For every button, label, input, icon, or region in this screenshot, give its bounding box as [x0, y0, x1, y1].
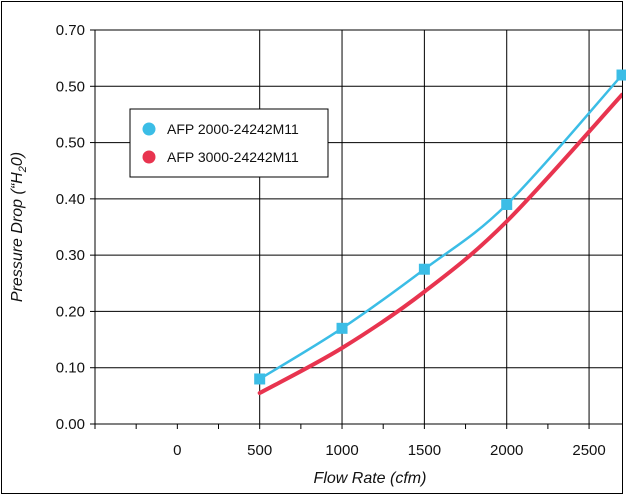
series-line-1	[258, 73, 622, 381]
x-tick-label: 500	[247, 442, 272, 459]
legend-label-series-2: AFP 3000-24242M11	[167, 149, 299, 165]
y-tick-label: 0.30	[56, 247, 85, 264]
axes: 0.00 0.10 0.20 0.30 0.40 0.50 0.50 0.70 0 500 1000…	[56, 22, 622, 459]
legend: AFP 2000-24242M11 AFP 3000-24242M11	[129, 108, 329, 178]
series-1-marker	[418, 263, 430, 275]
y-axis-title-subscript: 2	[17, 166, 29, 173]
y-axis-title: Pressure Drop (“H20)	[9, 152, 29, 302]
x-tick-label: 2500	[572, 442, 605, 459]
y-tick-label: 0.10	[56, 360, 85, 377]
series-1-marker	[254, 373, 266, 385]
y-tick-label: 0.50	[56, 78, 85, 95]
y-tick-label: 0.20	[56, 303, 85, 320]
legend-marker-series-2	[142, 150, 156, 164]
y-axis-title-main: Pressure Drop (“H	[9, 172, 26, 302]
x-tick-label: 0	[173, 442, 181, 459]
grid	[95, 29, 622, 424]
series-line-2	[257, 92, 622, 396]
series	[254, 69, 626, 396]
x-axis-title: Flow Rate (cfm)	[314, 470, 427, 487]
legend-marker-series-1	[142, 122, 156, 136]
legend-label-series-1: AFP 2000-24242M11	[167, 121, 299, 137]
series-1-marker	[501, 198, 513, 210]
y-tick-label: 0.70	[56, 22, 85, 39]
y-tick-label: 0.40	[56, 191, 85, 208]
series-1-marker	[616, 69, 626, 81]
y-tick-label: 0.50	[56, 135, 85, 152]
series-1-marker	[336, 322, 348, 334]
y-tick-label: 0.00	[56, 416, 85, 433]
x-tick-label: 1500	[408, 442, 441, 459]
x-tick-label: 1000	[325, 442, 358, 459]
legend-box	[129, 108, 329, 178]
y-axis-title-end: 0)	[9, 152, 26, 166]
x-tick-label: 2000	[490, 442, 523, 459]
